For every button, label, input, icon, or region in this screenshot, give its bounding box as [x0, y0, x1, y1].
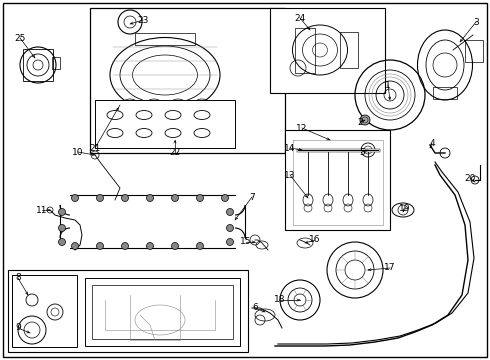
Text: 10: 10: [72, 148, 84, 157]
Circle shape: [280, 280, 320, 320]
Ellipse shape: [392, 203, 414, 217]
Circle shape: [196, 194, 203, 202]
Circle shape: [97, 243, 103, 249]
Bar: [465, 40, 483, 62]
Circle shape: [196, 243, 203, 249]
Text: 9: 9: [15, 324, 21, 333]
Bar: [295, 28, 315, 73]
Text: 4: 4: [429, 139, 435, 148]
Text: 15: 15: [240, 238, 252, 247]
Circle shape: [226, 225, 234, 231]
Circle shape: [58, 208, 66, 216]
Text: 6: 6: [252, 303, 258, 312]
Circle shape: [58, 239, 66, 246]
Text: 3: 3: [473, 18, 479, 27]
Text: 25: 25: [14, 33, 25, 42]
Bar: [52, 57, 60, 69]
Bar: [12, 275, 77, 347]
Bar: [90, 8, 285, 153]
Circle shape: [172, 194, 178, 202]
Circle shape: [72, 243, 78, 249]
Text: 5: 5: [359, 148, 365, 157]
Text: 12: 12: [296, 123, 308, 132]
Text: 20: 20: [465, 174, 476, 183]
Bar: [23, 49, 53, 81]
Circle shape: [360, 115, 370, 125]
Text: 7: 7: [249, 193, 255, 202]
Text: 2: 2: [357, 117, 363, 126]
Circle shape: [72, 194, 78, 202]
Circle shape: [147, 194, 153, 202]
Circle shape: [226, 239, 234, 246]
Circle shape: [221, 194, 228, 202]
Bar: [135, 33, 195, 45]
Circle shape: [172, 243, 178, 249]
Circle shape: [97, 194, 103, 202]
Bar: [95, 100, 235, 148]
Circle shape: [122, 194, 128, 202]
Text: 24: 24: [294, 14, 306, 23]
Circle shape: [327, 242, 383, 298]
Circle shape: [122, 243, 128, 249]
Bar: [85, 278, 240, 346]
Bar: [8, 270, 248, 352]
Text: 17: 17: [384, 264, 396, 273]
Text: 14: 14: [284, 144, 295, 153]
Text: 18: 18: [274, 296, 286, 305]
Text: 16: 16: [309, 235, 321, 244]
Text: 8: 8: [15, 274, 21, 283]
Bar: [285, 130, 390, 230]
Bar: [92, 285, 233, 339]
Bar: [270, 8, 385, 93]
Text: 13: 13: [284, 171, 296, 180]
Circle shape: [226, 208, 234, 216]
Text: 21: 21: [89, 144, 100, 153]
Bar: [433, 87, 457, 99]
Text: 19: 19: [399, 203, 411, 212]
Circle shape: [58, 225, 66, 231]
Circle shape: [147, 243, 153, 249]
Bar: [340, 32, 358, 68]
Text: 11: 11: [36, 206, 48, 215]
Text: 23: 23: [137, 15, 148, 24]
Text: 22: 22: [170, 148, 181, 157]
Text: 1: 1: [385, 81, 391, 90]
